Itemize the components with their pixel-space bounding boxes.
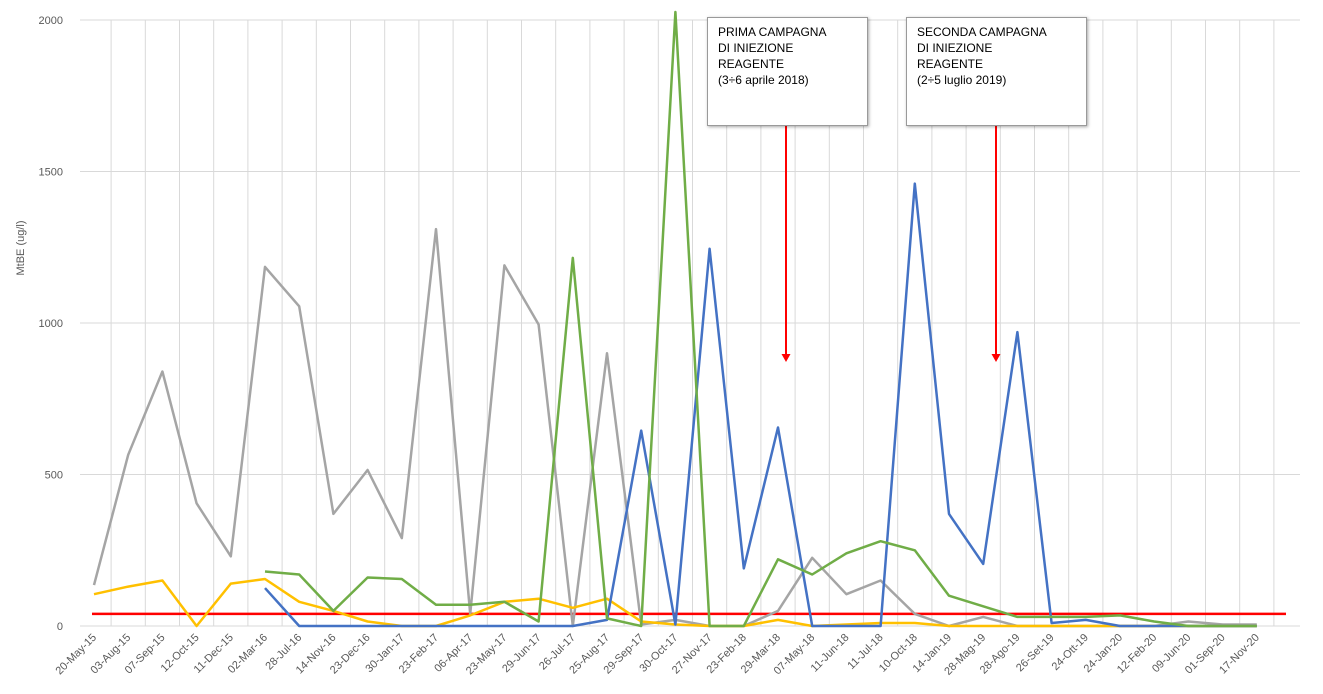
annotation-arrows <box>781 126 1001 362</box>
annotation-line: (2÷5 luglio 2019) <box>917 73 1007 87</box>
y-tick-label: 2000 <box>39 15 63 27</box>
x-tick-label: 26-Set-19 <box>1014 632 1057 675</box>
y-tick-label: 0 <box>57 621 63 633</box>
annotation-second-campaign: SECONDA CAMPAGNA DI INIEZIONE REAGENTE (… <box>906 17 1087 126</box>
y-tick-label: 1000 <box>39 318 63 330</box>
annotation-arrow-head <box>781 354 791 362</box>
y-tick-label: 1500 <box>39 167 63 179</box>
y-axis-label: MtBE (ug/l) <box>15 220 27 275</box>
annotation-line: DI INIEZIONE <box>718 41 794 55</box>
annotation-arrow-head <box>991 354 1001 362</box>
annotation-line: (3÷6 aprile 2018) <box>718 73 809 87</box>
series-line-1 <box>92 227 1257 628</box>
grid-lines <box>80 19 1300 627</box>
annotation-line: DI INIEZIONE <box>917 41 993 55</box>
series-line-3 <box>264 182 1257 628</box>
annotation-line: REAGENTE <box>917 57 984 71</box>
annotation-line: PRIMA CAMPAGNA <box>718 25 827 39</box>
series-line-4 <box>264 10 1257 628</box>
x-axis-ticks: 20-May-1503-Aug-1507-Sep-1512-Oct-1511-D… <box>53 632 1261 678</box>
series-lines <box>92 10 1257 628</box>
annotation-line: SECONDA CAMPAGNA <box>917 25 1047 39</box>
y-tick-label: 500 <box>45 470 63 482</box>
y-axis-ticks: 0 500 1000 1500 2000 <box>39 15 63 633</box>
annotation-line: REAGENTE <box>718 57 785 71</box>
annotation-first-campaign: PRIMA CAMPAGNA DI INIEZIONE REAGENTE (3÷… <box>707 17 868 126</box>
